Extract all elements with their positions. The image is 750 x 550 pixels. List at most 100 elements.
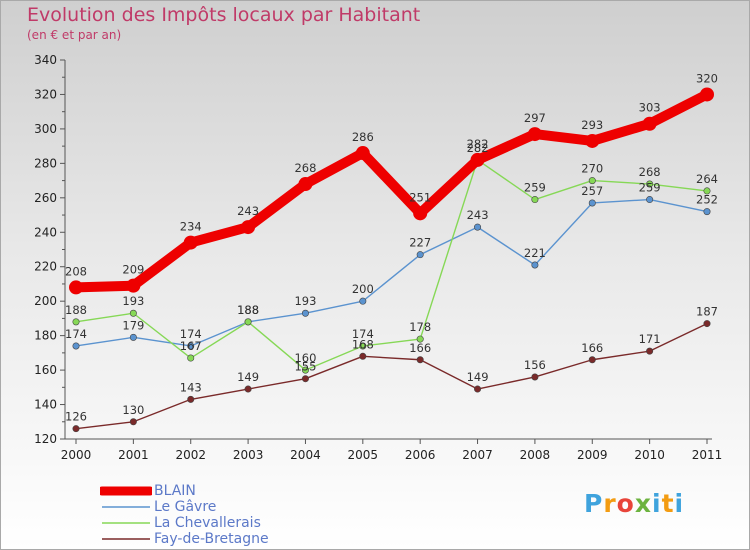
point-la-chevallerais (531, 196, 539, 204)
data-label-fay-de-bretagne: 126 (65, 410, 87, 424)
y-tick-label: 140 (34, 398, 57, 412)
legend-swatch-le-gavre (102, 506, 150, 508)
point-blain (183, 235, 198, 250)
x-tick-label: 2001 (118, 448, 149, 462)
point-blain (298, 177, 313, 192)
point-la-chevallerais (187, 354, 195, 362)
x-tick-label: 2009 (577, 448, 608, 462)
point-fay-de-bretagne (244, 385, 252, 393)
point-le-gavre (301, 309, 309, 317)
data-label-blain: 268 (294, 161, 316, 175)
point-la-chevallerais (416, 335, 424, 343)
y-tick-label: 200 (34, 294, 57, 308)
series-line-blain (71, 89, 712, 293)
point-fay-de-bretagne (416, 356, 424, 364)
point-blain (126, 278, 141, 293)
point-blain (413, 206, 428, 221)
x-tick-label: 2008 (520, 448, 551, 462)
data-label-la-chevallerais: 167 (180, 339, 202, 353)
point-fay-de-bretagne (187, 395, 195, 403)
data-label-le-gavre: 193 (294, 294, 316, 308)
point-fay-de-bretagne (129, 418, 137, 426)
point-la-chevallerais (244, 318, 252, 326)
data-label-blain: 282 (467, 137, 489, 151)
data-label-le-gavre: 174 (65, 327, 87, 341)
point-fay-de-bretagne (588, 356, 596, 364)
x-tick-label: 2011 (692, 448, 723, 462)
data-label-fay-de-bretagne: 156 (524, 358, 546, 372)
y-tick-label: 240 (34, 225, 57, 239)
series-line-le-gavre (75, 198, 708, 347)
proxiti-logo: Proxiti (584, 489, 685, 518)
x-tick-label: 2005 (348, 448, 379, 462)
data-label-le-gavre: 179 (122, 318, 144, 332)
data-label-le-gavre: 174 (180, 327, 202, 341)
data-label-la-chevallerais: 270 (581, 162, 603, 176)
point-blain (585, 133, 600, 148)
x-tick-label: 2010 (634, 448, 665, 462)
legend-swatch-la-chevallerais (102, 522, 150, 524)
data-label-la-chevallerais: 264 (696, 172, 718, 186)
x-tick-label: 2002 (175, 448, 206, 462)
point-blain (470, 152, 485, 167)
data-label-fay-de-bretagne: 155 (294, 360, 316, 374)
point-la-chevallerais (301, 366, 309, 374)
y-tick-label: 260 (34, 191, 57, 205)
point-fay-de-bretagne (359, 352, 367, 360)
axes: 120 140 160 180 200 220 240 260 280 300 320 340 2000… (34, 53, 722, 462)
point-la-chevallerais (72, 318, 80, 326)
point-la-chevallerais (646, 180, 654, 188)
data-label-le-gavre: 257 (581, 184, 603, 198)
point-blain (69, 280, 83, 295)
chart-subtitle: (en € et par an) (27, 28, 122, 42)
y-tick-label: 120 (34, 432, 57, 446)
series-line-la-chevallerais (75, 159, 708, 371)
x-tick-label: 2000 (61, 448, 92, 462)
data-label-la-chevallerais: 193 (122, 294, 144, 308)
y-tick-label: 320 (34, 87, 57, 101)
data-label-fay-de-bretagne: 187 (696, 305, 718, 319)
data-label-la-chevallerais: 188 (237, 303, 259, 317)
data-label-blain: 293 (581, 118, 603, 132)
point-la-chevallerais (129, 309, 137, 317)
data-label-le-gavre: 259 (639, 181, 661, 195)
chart-title: Evolution des Impôts locaux par Habitant (27, 4, 421, 26)
data-label-fay-de-bretagne: 171 (639, 332, 661, 346)
data-label-fay-de-bretagne: 143 (180, 380, 202, 394)
data-label-fay-de-bretagne: 149 (237, 370, 259, 384)
x-tick-label: 2003 (233, 448, 264, 462)
data-label-la-chevallerais: 160 (294, 351, 316, 365)
point-le-gavre (416, 251, 424, 259)
point-blain (355, 146, 370, 161)
data-label-le-gavre: 200 (352, 282, 374, 296)
legend-label-blain: BLAIN (154, 483, 196, 499)
data-label-fay-de-bretagne: 166 (409, 341, 431, 355)
data-label-la-chevallerais: 268 (639, 165, 661, 179)
data-label-blain: 208 (65, 264, 87, 278)
legend-swatch-fay-de-bretagne (102, 538, 150, 540)
point-la-chevallerais (703, 187, 711, 195)
x-tick-label: 2004 (290, 448, 321, 462)
point-fay-de-bretagne (72, 425, 80, 433)
point-le-gavre (646, 196, 654, 204)
y-tick-label: 340 (34, 53, 57, 67)
data-label-fay-de-bretagne: 168 (352, 337, 374, 351)
y-tick-label: 300 (34, 122, 57, 136)
data-label-blain: 286 (352, 130, 374, 144)
point-fay-de-bretagne (474, 385, 482, 393)
point-le-gavre (187, 342, 195, 350)
data-label-le-gavre: 252 (696, 193, 718, 207)
data-label-blain: 234 (180, 220, 202, 234)
point-fay-de-bretagne (703, 320, 711, 328)
data-label-le-gavre: 221 (524, 246, 546, 260)
data-label-blain: 303 (639, 101, 661, 115)
data-label-blain: 243 (237, 204, 259, 218)
legend-label-la-chevallerais: La Chevallerais (154, 515, 261, 531)
data-label-la-chevallerais: 178 (409, 320, 431, 334)
point-le-gavre (474, 223, 482, 231)
data-label-fay-de-bretagne: 166 (581, 341, 603, 355)
data-label-le-gavre: 227 (409, 236, 431, 250)
point-le-gavre (72, 342, 80, 350)
